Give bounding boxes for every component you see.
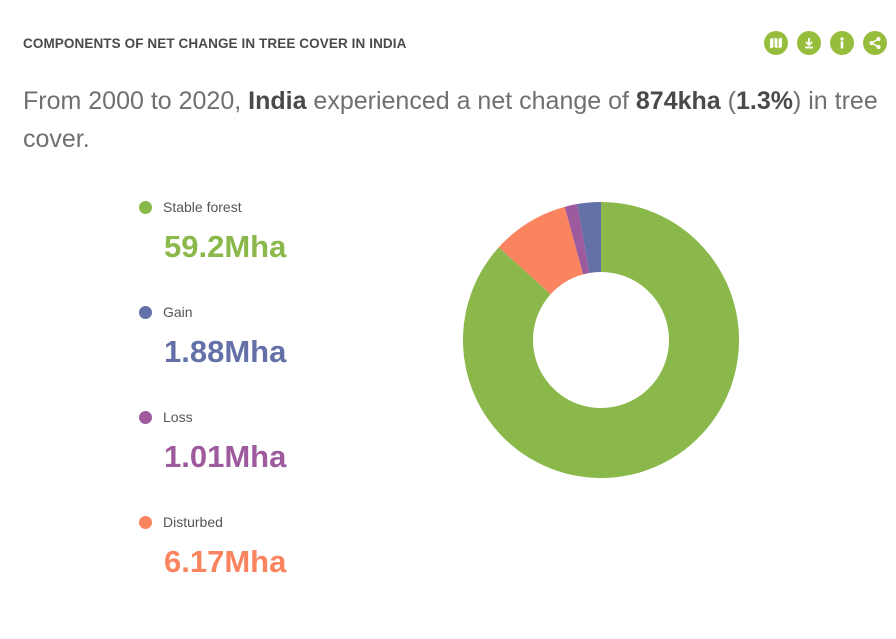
net-change-value: 874kha: [635, 87, 721, 115]
info-icon: [840, 37, 844, 49]
net-change-percent: 1.3%: [735, 87, 793, 115]
legend-dot-stable-forest: [139, 200, 152, 214]
summary-text-2: experienced a net change of: [306, 87, 636, 115]
donut-slice-loss[interactable]: [564, 204, 590, 275]
legend-value-disturbed: 6.17Mha: [164, 544, 287, 579]
map-icon: [770, 37, 782, 49]
donut-chart: [462, 202, 739, 478]
download-button[interactable]: [797, 31, 821, 55]
legend-dot-disturbed: [139, 515, 152, 529]
donut-slice-stable-forest[interactable]: [462, 202, 739, 478]
legend-dot-loss: [139, 410, 152, 424]
legend-label-loss: Loss: [163, 409, 193, 425]
widget-title: COMPONENTS OF NET CHANGE IN TREE COVER I…: [23, 36, 407, 51]
legend-item-disturbed: Disturbed 6.17Mha: [139, 511, 399, 616]
share-icon: [869, 37, 881, 49]
legend-item-stable-forest: Stable forest 59.2Mha: [139, 196, 399, 301]
widget-toolbar: [764, 31, 887, 55]
legend-label-stable-forest: Stable forest: [163, 199, 242, 215]
legend-label-gain: Gain: [163, 304, 193, 320]
legend-value-gain: 1.88Mha: [164, 334, 287, 369]
info-button[interactable]: [830, 31, 854, 55]
country-name: India: [248, 87, 307, 115]
chart-legend: Stable forest 59.2Mha Gain 1.88Mha Loss …: [139, 196, 399, 616]
legend-dot-gain: [139, 305, 152, 319]
legend-value-loss: 1.01Mha: [164, 439, 287, 474]
donut-slice-disturbed[interactable]: [498, 206, 584, 295]
legend-value-stable-forest: 59.2Mha: [164, 229, 287, 264]
download-icon: [805, 38, 813, 49]
summary-text-4: ) in tree cover.: [23, 87, 878, 153]
legend-label-disturbed: Disturbed: [163, 514, 223, 530]
share-button[interactable]: [863, 31, 887, 55]
legend-item-loss: Loss 1.01Mha: [139, 406, 399, 511]
summary-sentence: From 2000 to 2020, India experienced a n…: [23, 82, 883, 158]
summary-text-3: (: [720, 87, 736, 115]
donut-slice-gain[interactable]: [577, 202, 601, 274]
legend-item-gain: Gain 1.88Mha: [139, 301, 399, 406]
map-button[interactable]: [764, 31, 788, 55]
summary-text-1: From 2000 to 2020,: [23, 87, 249, 115]
